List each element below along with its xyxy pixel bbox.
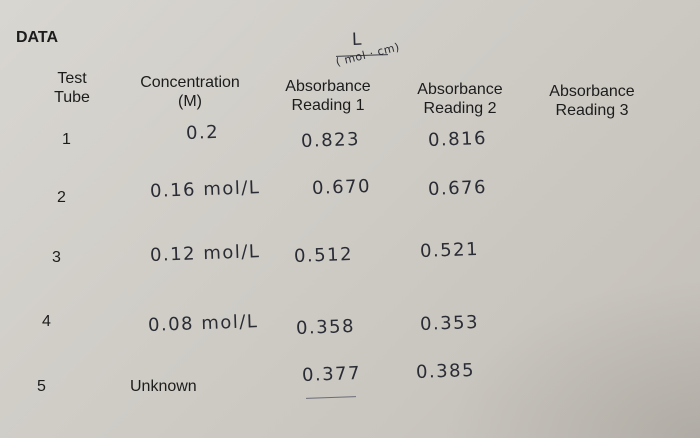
header-test-tube-line1: Test: [57, 70, 87, 87]
header-concentration-line2: (M): [178, 93, 202, 110]
header-absorbance-1: Absorbance Reading 1: [285, 77, 370, 115]
row5-reading1-underline: [305, 396, 357, 399]
header-test-tube: Test Tube: [54, 69, 90, 107]
header-absorbance-2-line1: Absorbance: [417, 81, 503, 98]
row1-reading1: 0.823: [300, 128, 361, 152]
row3-reading1: 0.512: [293, 243, 354, 267]
header-absorbance-2: Absorbance Reading 2: [417, 80, 502, 118]
row1-reading2: 0.816: [427, 127, 488, 151]
unit-denominator: ( mol · cm): [334, 40, 401, 69]
header-concentration: Concentration (M): [140, 73, 240, 111]
row3-reading2: 0.521: [419, 238, 480, 262]
header-test-tube-line2: Tube: [54, 89, 90, 106]
row1-tube: 1: [62, 131, 71, 148]
row2-reading2: 0.676: [427, 176, 488, 200]
header-absorbance-1-line2: Reading 1: [291, 97, 365, 114]
header-absorbance-1-line1: Absorbance: [285, 78, 371, 95]
row2-concentration: 0.16 mol/L: [149, 177, 261, 202]
row5-concentration: Unknown: [130, 378, 197, 395]
row5-tube: 5: [37, 378, 46, 395]
row4-concentration: 0.08 mol/L: [147, 311, 259, 336]
row3-concentration: 0.12 mol/L: [149, 241, 261, 266]
row5-reading1: 0.377: [301, 362, 362, 386]
row1-concentration: 0.2: [185, 121, 220, 144]
row4-reading1: 0.358: [295, 315, 356, 339]
row5-reading2: 0.385: [415, 359, 476, 383]
row2-reading1: 0.670: [311, 175, 372, 199]
header-absorbance-3: Absorbance Reading 3: [549, 82, 634, 120]
header-absorbance-2-line2: Reading 2: [423, 100, 497, 117]
page-title: DATA: [16, 29, 59, 46]
header-absorbance-3-line1: Absorbance: [549, 83, 635, 100]
row3-tube: 3: [52, 249, 61, 266]
row2-tube: 2: [57, 189, 66, 206]
header-absorbance-3-line2: Reading 3: [555, 102, 629, 119]
row4-reading2: 0.353: [419, 311, 480, 335]
header-concentration-line1: Concentration: [140, 74, 240, 91]
unit-numerator: L: [351, 29, 364, 50]
row4-tube: 4: [42, 313, 51, 330]
paper-shadow: [440, 278, 700, 438]
